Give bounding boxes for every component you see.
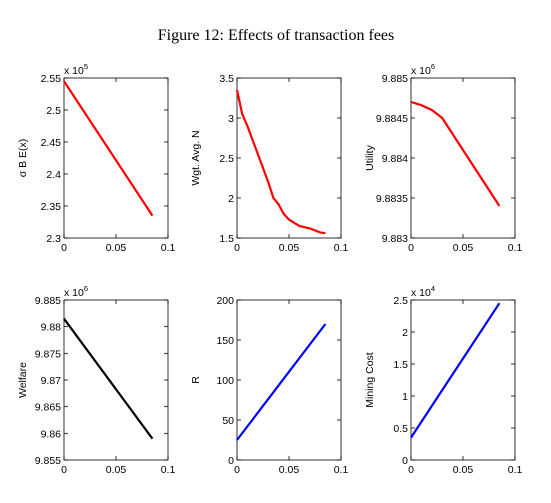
x-tick-label: 0.05	[106, 242, 127, 254]
data-line	[236, 323, 327, 441]
y-tick-label: 9.88	[41, 322, 62, 334]
x-tick-label: 0.1	[508, 464, 523, 476]
x-tick-label: 0.1	[334, 464, 349, 476]
y-tick-label: 2.55	[41, 73, 62, 85]
multiplier-exponent: 5	[84, 62, 88, 71]
multiplier-base: x 10	[64, 65, 84, 77]
y-tick-label: 200	[216, 295, 234, 307]
multiplier-exponent: 6	[84, 284, 88, 293]
x-tick-label: 0.05	[106, 464, 127, 476]
y-tick-label: 0	[402, 455, 408, 467]
y-tick-label: 9.883	[382, 233, 408, 245]
y-tick-label: 100	[216, 375, 234, 387]
y-multiplier: x 106	[64, 284, 88, 299]
data-line	[410, 302, 501, 439]
x-tick-label: 0.05	[279, 242, 300, 254]
y-tick-label: 2.4	[46, 169, 61, 181]
y-axis-label: Mining Cost	[364, 352, 376, 408]
y-tick-label: 9.884	[382, 153, 408, 165]
y-multiplier: x 105	[64, 62, 88, 77]
data-line	[63, 318, 154, 440]
y-tick-label: 1	[402, 391, 408, 403]
y-tick-label: 2.35	[41, 201, 62, 213]
x-tick-label: 0	[408, 464, 414, 476]
data-line	[63, 80, 154, 217]
plot-area	[63, 299, 169, 461]
multiplier-base: x 10	[64, 287, 84, 299]
figure-title: Figure 12: Effects of transaction fees	[158, 27, 395, 44]
data-line	[410, 100, 501, 207]
plot-area	[410, 299, 516, 461]
y-tick-label: 2.45	[41, 137, 62, 149]
x-tick-label: 0	[234, 242, 240, 254]
multiplier-base: x 10	[411, 65, 431, 77]
multiplier-base: x 10	[411, 287, 431, 299]
y-axis-label: Wgt. Avg. N	[190, 130, 202, 185]
x-tick-label: 0.1	[161, 464, 176, 476]
data-line	[235, 89, 326, 235]
x-tick-label: 0.05	[453, 464, 474, 476]
x-tick-label: 0.05	[453, 242, 474, 254]
multiplier-exponent: 4	[431, 284, 435, 293]
y-tick-label: 9.885	[382, 73, 408, 85]
y-tick-label: 3.5	[219, 73, 234, 85]
y-tick-label: 2.5	[393, 295, 408, 307]
y-axis-label: Welfare	[17, 362, 29, 398]
y-tick-label: 150	[216, 335, 234, 347]
y-tick-label: 2	[228, 193, 234, 205]
x-tick-label: 0.1	[508, 242, 523, 254]
y-tick-label: 3	[228, 113, 234, 125]
y-tick-label: 9.875	[35, 348, 61, 360]
y-axis-label: σ B E(x)	[17, 139, 29, 178]
y-tick-label: 2	[402, 327, 408, 339]
x-tick-label: 0	[61, 464, 67, 476]
y-axis-label: R	[190, 376, 202, 384]
y-tick-label: 2.3	[46, 233, 61, 245]
y-tick-label: 9.885	[35, 295, 61, 307]
x-tick-label: 0	[61, 242, 67, 254]
y-tick-label: 9.86	[41, 428, 62, 440]
y-tick-label: 1.5	[219, 233, 234, 245]
y-multiplier: x 106	[411, 62, 435, 77]
multiplier-exponent: 6	[431, 62, 435, 71]
x-tick-label: 0	[234, 464, 240, 476]
x-tick-label: 0	[408, 242, 414, 254]
y-multiplier: x 104	[411, 284, 435, 299]
plot-area	[410, 77, 516, 239]
y-tick-label: 0	[228, 455, 234, 467]
y-tick-label: 2.5	[219, 153, 234, 165]
y-tick-label: 2.5	[46, 105, 61, 117]
y-tick-label: 9.87	[41, 375, 62, 387]
y-tick-label: 9.865	[35, 402, 61, 414]
y-tick-label: 9.855	[35, 455, 61, 467]
y-tick-label: 1.5	[393, 359, 408, 371]
y-tick-label: 9.8845	[376, 113, 408, 125]
y-tick-label: 50	[222, 415, 234, 427]
y-tick-label: 0.5	[393, 423, 408, 435]
x-tick-label: 0.1	[161, 242, 176, 254]
y-tick-label: 9.8835	[376, 193, 408, 205]
x-tick-label: 0.05	[279, 464, 300, 476]
y-axis-label: Utility	[364, 144, 376, 170]
x-tick-label: 0.1	[334, 242, 349, 254]
plot-area	[236, 77, 342, 239]
